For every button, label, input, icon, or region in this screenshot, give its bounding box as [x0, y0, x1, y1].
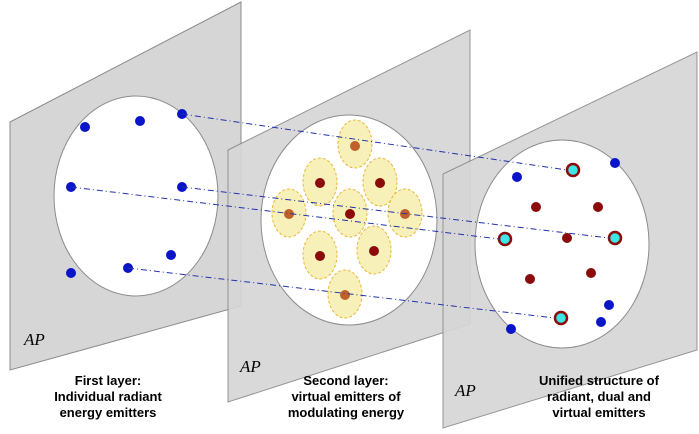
caption-line: Individual radiant	[54, 389, 162, 404]
virtual-emitter	[315, 178, 325, 188]
caption-line: modulating energy	[287, 405, 405, 420]
caption-first-layer: First layer: Individual radiant energy e…	[8, 373, 208, 421]
radiant-emitter	[512, 172, 522, 182]
radiant-emitter	[66, 268, 76, 278]
radiant-emitter	[506, 324, 516, 334]
panel-1-aperture	[53, 95, 219, 297]
ap-label-3: AP	[454, 381, 476, 400]
panel-second-layer: AP	[227, 29, 471, 403]
panel-2-emitters	[271, 119, 423, 319]
dual-emitter	[497, 231, 513, 247]
radiant-emitter	[596, 317, 606, 327]
dual-emitter	[607, 230, 623, 246]
caption-line: First layer:	[74, 373, 142, 388]
panel-3-emitters	[497, 158, 623, 334]
radiant-emitter	[80, 122, 90, 132]
caption-line: virtual emitters	[552, 405, 646, 420]
virtual-emitter	[562, 233, 572, 243]
virtual-emitter	[315, 251, 325, 261]
radiant-emitter	[135, 116, 145, 126]
caption-line: Second layer:	[303, 373, 389, 388]
dual-emitter	[565, 162, 581, 178]
modulating-emitter-core	[284, 209, 294, 219]
caption-line: virtual emitters of	[291, 389, 401, 404]
ap-label-2: AP	[239, 357, 261, 376]
dual-emitter	[553, 310, 569, 326]
caption-unified-structure: Unified structure of radiant, dual and v…	[499, 373, 699, 421]
modulating-emitter-core	[340, 290, 350, 300]
virtual-emitter	[586, 268, 596, 278]
radiant-emitter	[166, 250, 176, 260]
virtual-emitter	[593, 202, 603, 212]
radiant-emitter	[610, 158, 620, 168]
panel-3-aperture	[474, 139, 650, 349]
virtual-emitter	[375, 178, 385, 188]
virtual-emitter	[369, 246, 379, 256]
caption-second-layer: Second layer: virtual emitters of modula…	[246, 373, 446, 421]
ap-label-1: AP	[23, 330, 45, 349]
virtual-emitter	[525, 274, 535, 284]
modulating-emitter-core	[350, 141, 360, 151]
virtual-emitter	[531, 202, 541, 212]
virtual-emitter	[345, 209, 355, 219]
caption-line: energy emitters	[59, 405, 157, 420]
panel-first-layer: AP	[9, 1, 242, 371]
caption-line: Unified structure of	[539, 373, 659, 388]
radiant-emitter	[604, 300, 614, 310]
panel-unified-structure: AP	[442, 51, 698, 429]
caption-line: radiant, dual and	[546, 389, 651, 404]
